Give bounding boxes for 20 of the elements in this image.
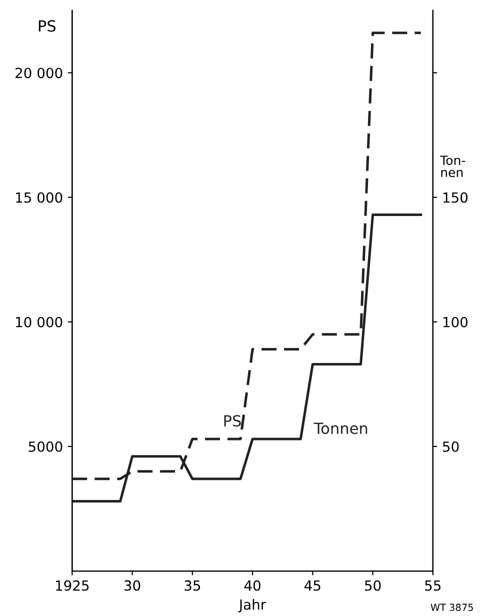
y2-axis-title: Ton- nen bbox=[440, 156, 466, 178]
y2-tick-label: 50 bbox=[443, 441, 459, 452]
x-tick-label: 55 bbox=[425, 580, 441, 591]
y2-tick-label: 150 bbox=[443, 192, 468, 203]
x-axis-title: Jahr bbox=[238, 599, 266, 612]
x-tick-label: 30 bbox=[124, 580, 140, 591]
series-label: Tonnen bbox=[314, 422, 368, 434]
x-tick-label: 40 bbox=[244, 580, 260, 591]
y-tick-label: 15 000 bbox=[16, 192, 62, 203]
series-label: PS bbox=[224, 415, 241, 427]
x-tick-label: 45 bbox=[304, 580, 320, 591]
y-tick-label: 20 000 bbox=[16, 68, 62, 78]
x-tick-label: 35 bbox=[184, 580, 200, 591]
y-tick-label: 10 000 bbox=[16, 316, 62, 328]
x-tick-label: 1925 bbox=[56, 580, 89, 591]
y2-tick-label: 100 bbox=[443, 316, 468, 328]
x-tick-label: 50 bbox=[365, 580, 381, 591]
text: WT 3875 bbox=[430, 604, 473, 612]
y-axis-title: PS bbox=[38, 20, 56, 32]
y-tick-label: 5000 bbox=[28, 441, 62, 452]
